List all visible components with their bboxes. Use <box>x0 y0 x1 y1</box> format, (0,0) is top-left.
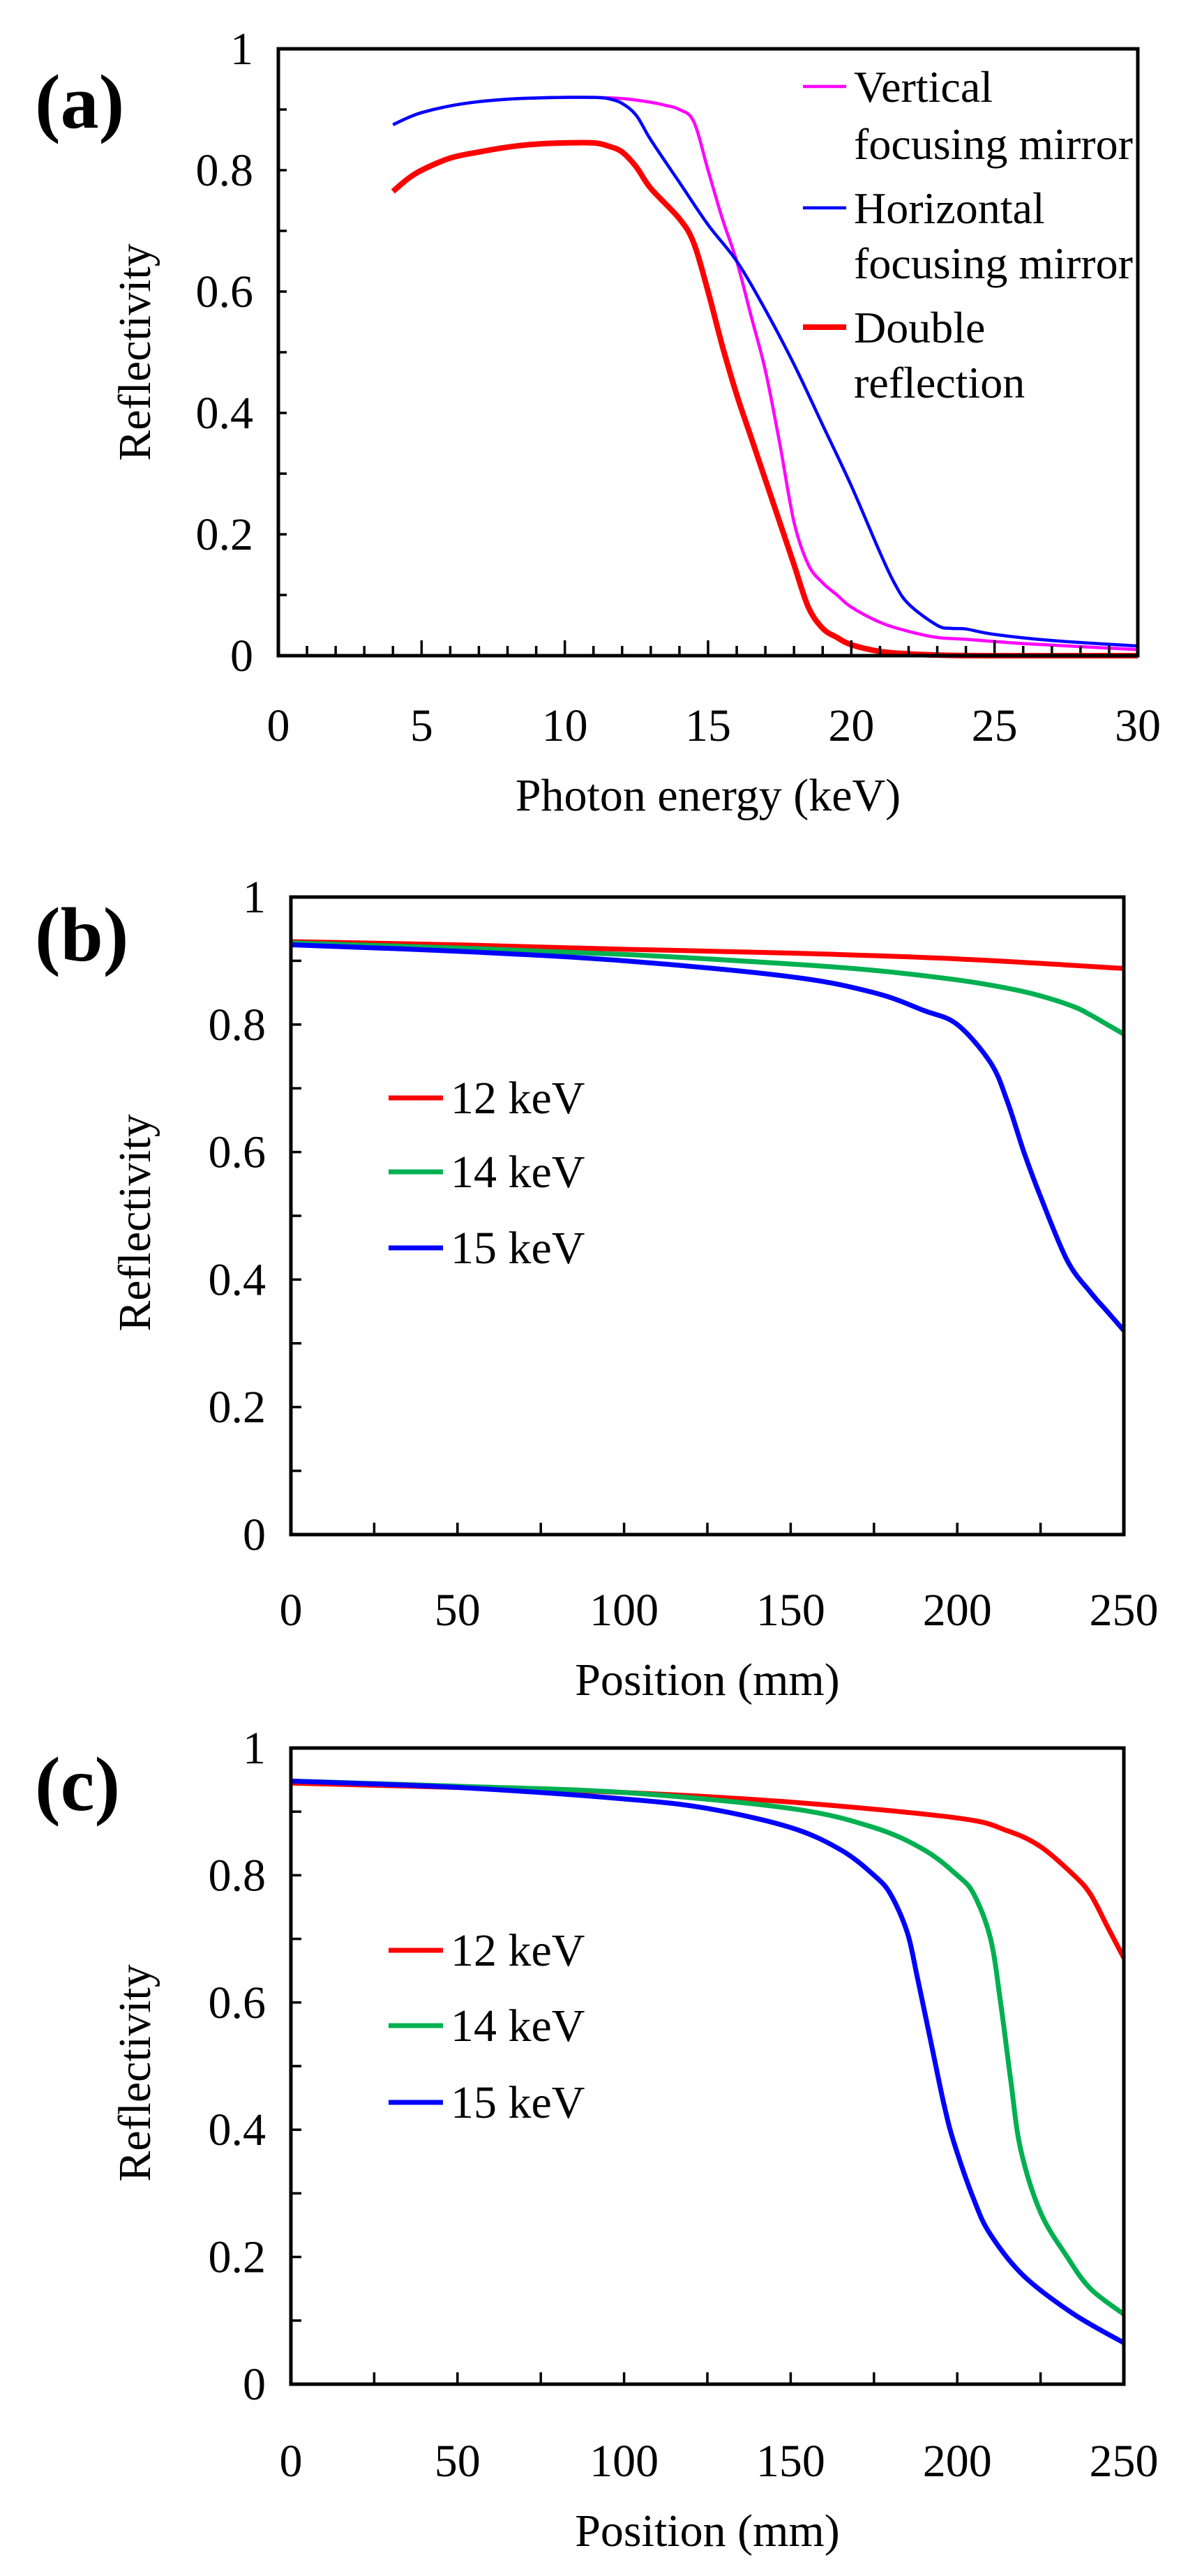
legend: 12 keV 14 keV 15 keV <box>389 1073 585 1274</box>
y-tick-label: 0 <box>243 2359 266 2410</box>
x-tick-label: 10 <box>542 700 588 751</box>
y-tick-label: 0.4 <box>209 2104 266 2155</box>
chart-panel-c: (c) 0 50 100 150 200 250 0 0.2 0.4 0.6 0.8 1 Position… <box>35 1723 1159 2556</box>
y-tick-label: 0.6 <box>196 266 254 317</box>
x-tick-label: 50 <box>435 1585 481 1636</box>
x-tick-label: 250 <box>1090 2436 1159 2487</box>
x-tick-label: 0 <box>267 700 290 751</box>
y-tick-label: 0.6 <box>209 1978 266 2028</box>
series-line-12-kev <box>290 939 1125 971</box>
x-tick-label: 100 <box>589 2436 659 2487</box>
legend-label: 15 keV <box>451 2077 585 2128</box>
legend-label: Double <box>854 303 985 352</box>
x-axis-title: Position (mm) <box>575 1655 840 1705</box>
legend-label: 15 keV <box>451 1223 585 1274</box>
y-tick-label: 0 <box>230 631 253 681</box>
chart-panel-b: (b) 0 50 100 150 200 250 0 0.2 0.4 0.6 0.8 1 Position… <box>35 872 1159 1705</box>
legend-label: focusing mirror <box>854 119 1133 169</box>
legend: 12 keV 14 keV 15 keV <box>389 1925 585 2128</box>
series-line-double-reflection <box>391 140 1138 659</box>
x-axis-title: Photon energy (keV) <box>516 770 901 821</box>
x-tick-label: 150 <box>756 1585 825 1636</box>
series-line-vertical-focusing-mirror <box>392 96 1138 651</box>
plot-frame <box>289 895 1126 1537</box>
y-axis-title: Reflectivity <box>110 1964 160 2182</box>
y-tick-label: 0.8 <box>209 1850 266 1901</box>
series-line-15-kev <box>290 1778 1125 2345</box>
x-tick-label: 20 <box>828 700 874 751</box>
x-tick-label: 50 <box>435 2436 481 2487</box>
x-tick-label: 100 <box>589 1585 659 1636</box>
x-axis-title: Position (mm) <box>575 2506 840 2556</box>
x-tick-label: 200 <box>923 2436 992 2487</box>
y-tick-label: 0.8 <box>196 145 254 196</box>
series-line-14-kev <box>290 940 1125 1037</box>
x-tick-label: 0 <box>280 2436 303 2487</box>
series-line-horizontal-focusing-mirror <box>392 96 1138 648</box>
panel-label: (c) <box>35 1742 120 1827</box>
x-tick-label: 150 <box>756 2436 825 2487</box>
y-tick-label: 0.4 <box>209 1254 266 1305</box>
panel-label: (a) <box>35 59 124 144</box>
y-axis-title: Reflectivity <box>110 243 160 461</box>
x-tick-label: 200 <box>923 1585 992 1636</box>
legend-label: reflection <box>854 358 1025 407</box>
x-tick-label: 0 <box>280 1585 303 1636</box>
legend-label: 14 keV <box>451 2001 585 2051</box>
legend-label: Vertical <box>854 62 993 112</box>
x-tick-label: 5 <box>410 700 433 751</box>
y-tick-label: 0 <box>243 1509 266 1560</box>
y-tick-label: 0.2 <box>209 2232 266 2283</box>
panel-label: (b) <box>35 892 128 977</box>
x-tick-label: 15 <box>685 700 731 751</box>
plot-frame <box>289 1746 1126 2386</box>
legend-label: focusing mirror <box>854 239 1133 288</box>
y-tick-label: 0.8 <box>209 1000 266 1050</box>
y-tick-label: 0.2 <box>196 509 254 560</box>
legend-label: 14 keV <box>451 1147 585 1198</box>
series-line-15-kev <box>290 942 1126 1332</box>
x-tick-label: 25 <box>972 700 1018 751</box>
y-tick-label: 0.2 <box>209 1382 266 1433</box>
y-tick-label: 0.6 <box>209 1127 266 1178</box>
series-line-14-kev <box>290 1778 1126 2317</box>
chart-panel-a: (a) 0 5 10 15 20 25 30 0 0.2 0.4 0.6 0.8 1 Photon ener… <box>35 24 1161 821</box>
y-tick-label: 1 <box>243 1723 266 1774</box>
y-tick-label: 1 <box>230 24 253 75</box>
y-tick-label: 0.4 <box>196 388 254 439</box>
x-tick-label: 250 <box>1090 1585 1159 1636</box>
legend-label: Horizontal <box>854 183 1045 233</box>
legend-label: 12 keV <box>451 1925 585 1976</box>
y-axis-title: Reflectivity <box>110 1114 160 1332</box>
legend: Vertical focusing mirror Horizontal focusin… <box>803 62 1133 407</box>
x-tick-label: 30 <box>1115 700 1161 751</box>
y-tick-label: 1 <box>243 872 266 923</box>
legend-label: 12 keV <box>451 1073 585 1124</box>
